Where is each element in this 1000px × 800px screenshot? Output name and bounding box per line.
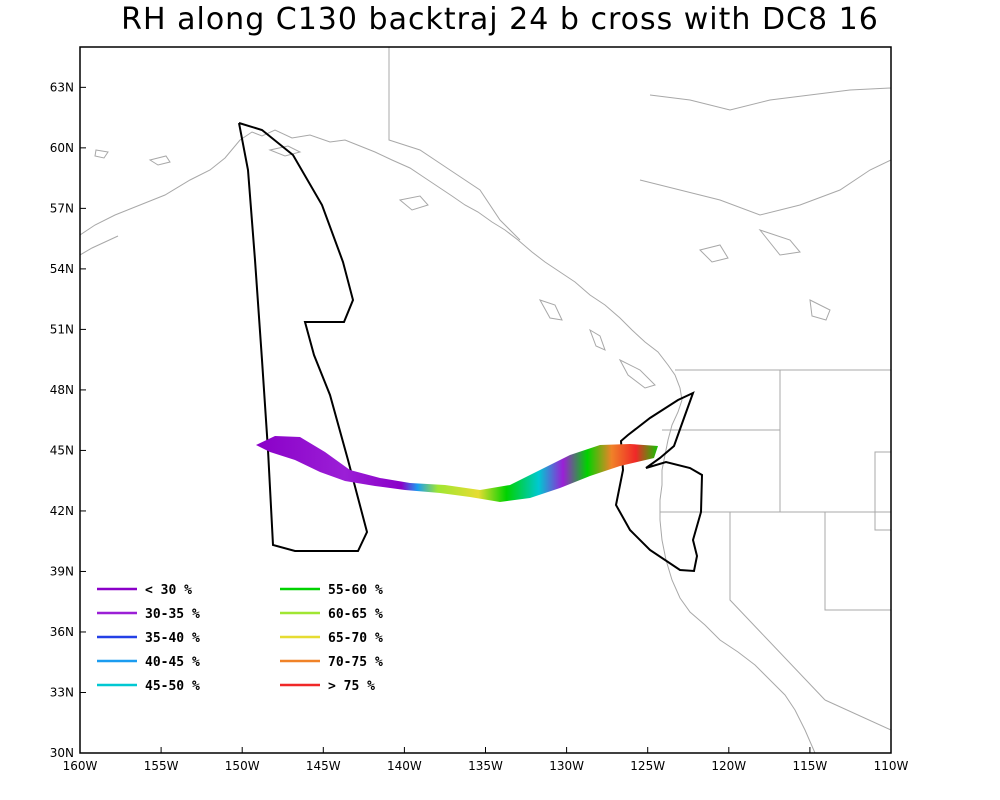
y-tick-label: 54N [50, 262, 74, 276]
y-tick-label: 60N [50, 141, 74, 155]
y-tick-label: 45N [50, 443, 74, 457]
legend-label: 65-70 % [328, 631, 383, 646]
map-frame [79, 46, 892, 754]
y-tick-label: 63N [50, 80, 74, 94]
y-tick-label: 48N [50, 383, 74, 397]
x-tick-label: 140W [387, 759, 422, 773]
x-tick-label: 110W [874, 759, 909, 773]
y-axis-ticks: 30N 33N 36N 39N 42N 45N 48N 51N 54N 57N 60N 63N [50, 80, 86, 760]
legend-label: 35-40 % [145, 631, 200, 646]
x-tick-label: 125W [630, 759, 665, 773]
x-tick-label: 115W [793, 759, 828, 773]
x-tick-label: 150W [225, 759, 260, 773]
y-tick-label: 42N [50, 504, 74, 518]
x-tick-label: 120W [711, 759, 746, 773]
legend-label: < 30 % [145, 583, 192, 598]
map-title: RH along C130 backtraj 24 b cross with D… [121, 2, 879, 37]
legend-label: 40-45 % [145, 655, 200, 670]
x-tick-label: 135W [468, 759, 503, 773]
x-tick-label: 160W [63, 759, 98, 773]
x-axis-ticks: 160W 155W 150W 145W 140W 135W 130W 125W 120W 115W… [63, 747, 909, 773]
x-tick-label: 130W [549, 759, 584, 773]
y-tick-label: 33N [50, 685, 74, 699]
y-tick-label: 36N [50, 625, 74, 639]
legend-label: 55-60 % [328, 583, 383, 598]
y-tick-label: 39N [50, 564, 74, 578]
legend-label: 30-35 % [145, 607, 200, 622]
rh-trajectory-band [256, 436, 658, 502]
coastline-layer [80, 47, 891, 753]
x-tick-label: 155W [144, 759, 179, 773]
y-tick-label: 57N [50, 201, 74, 215]
y-tick-label: 30N [50, 746, 74, 760]
legend-label: 45-50 % [145, 679, 200, 694]
legend-label: > 75 % [328, 679, 375, 694]
legend-label: 60-65 % [328, 607, 383, 622]
flight-track [238, 122, 704, 573]
legend-label: 70-75 % [328, 655, 383, 670]
rh-legend: < 30 % 30-35 % 35-40 % 40-45 % 45-50 % 55-60 … [97, 583, 383, 694]
y-tick-label: 51N [50, 322, 74, 336]
x-tick-label: 145W [306, 759, 341, 773]
